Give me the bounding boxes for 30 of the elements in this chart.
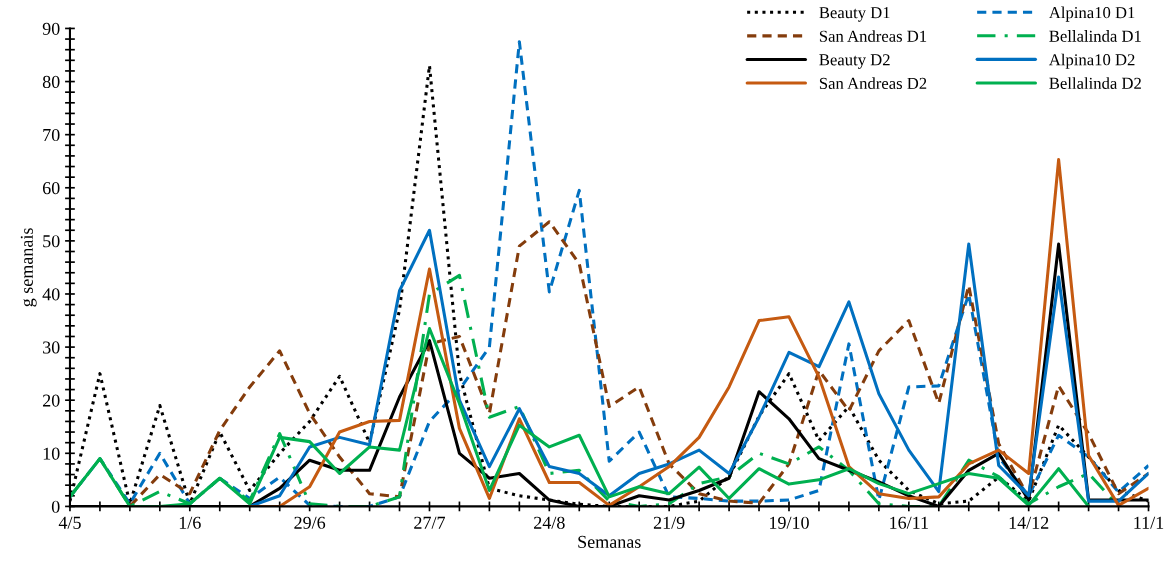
x-tick-label: 4/5 (58, 516, 81, 529)
x-tick-label: 14/12 (1009, 516, 1049, 529)
y-tick-label: 60 (42, 182, 60, 195)
legend-label: Beauty D2 (819, 54, 890, 69)
x-tick-label: 29/6 (294, 516, 326, 529)
x-tick-label: 21/9 (653, 516, 685, 529)
legend-label: San Andreas D2 (819, 77, 927, 90)
x-tick-label: 24/8 (534, 516, 565, 529)
legend-label: Alpina10 D2 (1048, 53, 1135, 69)
y-tick-label: 80 (42, 75, 60, 88)
legend-label: Bellalinda D1 (1049, 30, 1141, 42)
y-tick-label: 90 (42, 22, 60, 35)
y-tick-label: 30 (43, 341, 60, 354)
y-tick-label: 0 (51, 500, 60, 513)
legend-label: Beauty D1 (819, 7, 890, 22)
y-tick-label: 10 (43, 447, 60, 460)
legend-label: San Andreas D1 (819, 30, 927, 42)
legend-label: Alpina10 D1 (1048, 6, 1135, 22)
x-tick-label: 16/11 (890, 516, 928, 529)
x-tick-label: 1/6 (179, 516, 201, 529)
y-tick-label: 70 (43, 128, 60, 142)
x-tick-label: 11/1 (1134, 516, 1164, 529)
x-tick-label: 19/10 (770, 516, 809, 529)
y-axis-title: g semanais (20, 228, 37, 307)
y-tick-label: 40 (42, 288, 60, 301)
x-axis-title: Semanas (578, 535, 641, 548)
legend-label: Bellalinda D2 (1049, 77, 1141, 89)
y-tick-label: 50 (43, 235, 60, 248)
x-tick-label: 27/7 (414, 516, 446, 529)
y-tick-label: 20 (42, 394, 60, 407)
